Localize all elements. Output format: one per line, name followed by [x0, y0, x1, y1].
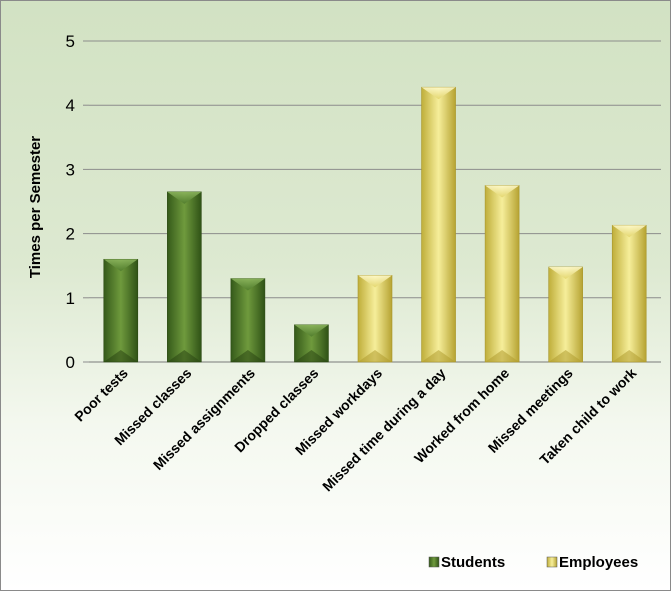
- bar-body: [484, 185, 520, 363]
- x-tick-label: Missed time during a day: [319, 365, 449, 495]
- y-axis-label: Times per Semester: [27, 136, 44, 278]
- bar-body: [167, 191, 202, 363]
- y-tick-label: 5: [66, 32, 75, 51]
- bar-employees: [484, 185, 520, 363]
- bar-bevel: [421, 87, 456, 100]
- y-axis-ticks: 0 1 2 3 4 5: [66, 32, 75, 372]
- bar-bevel: [230, 278, 265, 291]
- bar-employees: [421, 86, 456, 363]
- bar-body: [357, 275, 393, 363]
- bar-bevel: [485, 185, 520, 198]
- bar-body: [103, 258, 139, 363]
- bar-bevel: [294, 324, 329, 337]
- bar-employees: [357, 275, 393, 363]
- bar-base-shade: [421, 350, 456, 362]
- legend-swatch: [546, 556, 558, 568]
- bar-base-shade: [167, 350, 202, 362]
- bars: [103, 86, 647, 363]
- bar-body: [421, 86, 456, 363]
- bar-students: [167, 191, 202, 363]
- bar-bevel: [103, 259, 138, 272]
- legend-swatch: [428, 556, 440, 568]
- bar-base-shade: [294, 350, 329, 362]
- bar-students: [230, 278, 266, 363]
- bar-base-shade: [612, 350, 647, 362]
- bar-bevel: [167, 191, 202, 204]
- y-tick-label: 4: [66, 96, 75, 115]
- bar-employees: [548, 266, 583, 363]
- x-tick-label: Poor tests: [71, 365, 131, 425]
- bar-students: [294, 324, 329, 363]
- bar-bevel: [612, 225, 647, 238]
- bar-students: [103, 258, 139, 363]
- y-tick-label: 2: [66, 225, 75, 244]
- bar-base-shade: [103, 350, 138, 362]
- y-tick-label: 3: [66, 160, 75, 179]
- bar-body: [230, 278, 266, 363]
- y-tick-label: 0: [66, 353, 75, 372]
- bar-base-shade: [548, 350, 583, 362]
- bar-body: [611, 224, 647, 363]
- bar-base-shade: [230, 350, 265, 362]
- legend-label: Employees: [559, 554, 638, 571]
- bar-base-shade: [485, 350, 520, 362]
- legend-label: Students: [441, 554, 505, 571]
- legend: Students Employees: [428, 554, 638, 571]
- bar-bevel: [548, 266, 583, 279]
- y-tick-label: 1: [66, 289, 75, 308]
- bar-body: [548, 266, 583, 363]
- bar-employees: [611, 224, 647, 363]
- bar-base-shade: [358, 350, 392, 362]
- bar-bevel: [358, 275, 392, 288]
